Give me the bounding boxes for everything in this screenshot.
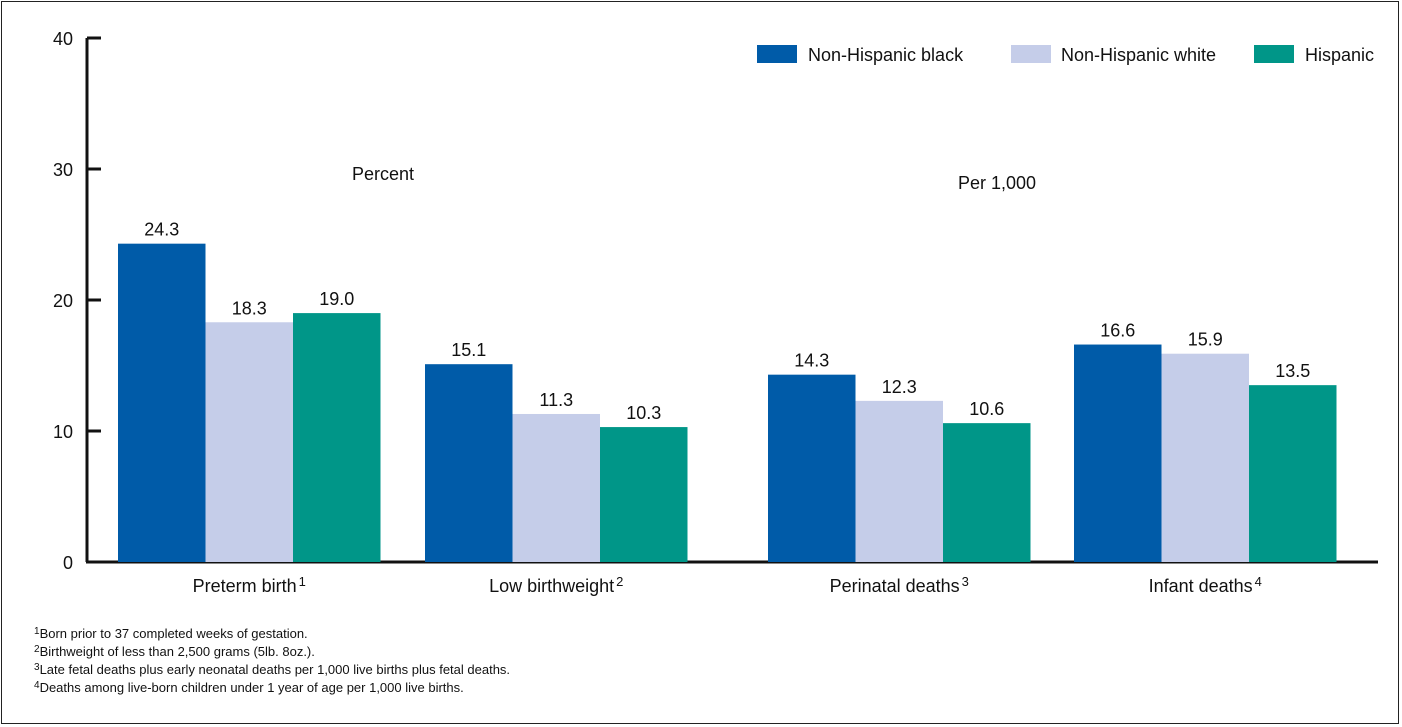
y-tick-label-40: 40 bbox=[53, 29, 73, 49]
footnote-2: 2Birthweight of less than 2,500 grams (5… bbox=[34, 642, 510, 660]
x-tick-label-3: Perinatal deaths 3 bbox=[830, 574, 969, 596]
data-label-1-2: 15.1 bbox=[451, 340, 486, 360]
legend-swatch-2 bbox=[1011, 45, 1051, 63]
y-tick-label-20: 20 bbox=[53, 291, 73, 311]
legend-swatch-1 bbox=[757, 45, 797, 63]
bar-chart: 0 10 20 30 40 Preterm birth 1 Low birthweight 2 P… bbox=[53, 29, 1378, 596]
x-tick-label-footnote-4: 4 bbox=[1255, 574, 1262, 589]
footnote-3-marker: 3 bbox=[34, 662, 40, 673]
footnote-4-text: Deaths among live-born children under 1 … bbox=[39, 680, 464, 695]
bar-3-1 bbox=[293, 313, 381, 562]
data-label-1-1: 24.3 bbox=[144, 220, 179, 240]
legend-label-3: Hispanic bbox=[1305, 45, 1374, 65]
data-label-3-1: 19.0 bbox=[319, 289, 354, 309]
bar-1-2 bbox=[425, 364, 513, 562]
footnote-3-text: Late fetal deaths plus early neonatal de… bbox=[39, 662, 511, 677]
legend-label-2: Non-Hispanic white bbox=[1061, 45, 1216, 65]
bars bbox=[118, 243, 1337, 563]
x-tick-label-4: Infant deaths 4 bbox=[1149, 574, 1262, 596]
x-tick-label-text-3: Perinatal deaths bbox=[830, 576, 960, 596]
legend: Non-Hispanic black Non-Hispanic white Hisp… bbox=[757, 45, 1374, 65]
bar-2-4 bbox=[1161, 353, 1249, 562]
x-tick-label-1: Preterm birth 1 bbox=[193, 574, 306, 596]
annotation-percent: Percent bbox=[352, 164, 414, 184]
x-tick-label-footnote-1: 1 bbox=[299, 574, 306, 589]
data-label-3-3: 10.6 bbox=[969, 399, 1004, 419]
footnote-2-text: Birthweight of less than 2,500 grams (5l… bbox=[39, 644, 315, 659]
footnote-3: 3Late fetal deaths plus early neonatal d… bbox=[34, 660, 510, 678]
bar-1-4 bbox=[1074, 344, 1162, 562]
y-tick-label-30: 30 bbox=[53, 160, 73, 180]
footnotes: 1Born prior to 37 completed weeks of ges… bbox=[34, 624, 510, 696]
data-labels: 24.3 15.1 14.3 16.6 18.3 11.3 12.3 15.9 19.0 10.3… bbox=[144, 220, 1310, 423]
data-label-1-4: 16.6 bbox=[1100, 321, 1135, 341]
data-label-2-1: 18.3 bbox=[232, 298, 267, 318]
footnote-1-text: Born prior to 37 completed weeks of gest… bbox=[39, 626, 308, 641]
bar-3-2 bbox=[600, 427, 688, 562]
x-tick-label-text-4: Infant deaths bbox=[1149, 576, 1253, 596]
x-tick-label-text-1: Preterm birth bbox=[193, 576, 297, 596]
bar-2-3 bbox=[855, 400, 943, 562]
annotation-per-1000: Per 1,000 bbox=[958, 173, 1036, 193]
data-label-2-2: 11.3 bbox=[539, 390, 573, 410]
x-tick-label-footnote-3: 3 bbox=[962, 574, 969, 589]
data-label-1-3: 14.3 bbox=[794, 351, 829, 371]
bar-3-4 bbox=[1249, 385, 1337, 562]
footnote-4-marker: 4 bbox=[34, 680, 40, 691]
x-tick-label-text-2: Low birthweight bbox=[489, 576, 614, 596]
bar-1-1 bbox=[118, 243, 206, 563]
legend-label-1: Non-Hispanic black bbox=[808, 45, 964, 65]
footnote-1-marker: 1 bbox=[34, 626, 40, 637]
data-label-2-4: 15.9 bbox=[1188, 330, 1223, 350]
data-label-2-3: 12.3 bbox=[882, 377, 917, 397]
footnote-1: 1Born prior to 37 completed weeks of ges… bbox=[34, 624, 510, 642]
bar-3-3 bbox=[943, 423, 1031, 562]
legend-swatch-3 bbox=[1254, 45, 1294, 63]
bar-2-1 bbox=[205, 322, 293, 562]
bar-2-2 bbox=[512, 413, 600, 562]
data-label-3-2: 10.3 bbox=[626, 403, 661, 423]
footnote-4: 4Deaths among live-born children under 1… bbox=[34, 678, 510, 696]
x-tick-label-2: Low birthweight 2 bbox=[489, 574, 623, 596]
data-label-3-4: 13.5 bbox=[1275, 361, 1310, 381]
y-tick-label-0: 0 bbox=[63, 553, 73, 573]
bar-1-3 bbox=[768, 374, 856, 562]
footnote-2-marker: 2 bbox=[34, 644, 40, 655]
y-tick-label-10: 10 bbox=[53, 422, 73, 442]
x-tick-label-footnote-2: 2 bbox=[616, 574, 623, 589]
